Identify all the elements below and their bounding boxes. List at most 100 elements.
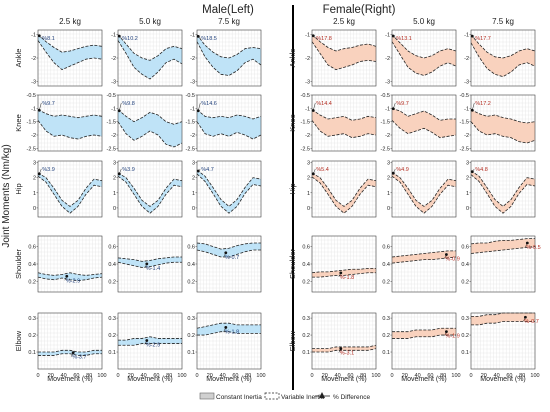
band-lower-line: [311, 176, 377, 214]
inertia-band: [471, 238, 535, 254]
legend: Constant Inertia Variable Inertia % Diff…: [199, 392, 370, 401]
panel: -1 -2 -3 Ankle %17.8: [288, 29, 377, 87]
difference-marker: [37, 108, 41, 112]
inertia-band: [312, 268, 376, 278]
difference-annotation: %14.6: [201, 101, 217, 107]
y-tick-label: -2: [464, 56, 469, 62]
difference-marker: [311, 172, 315, 176]
x-tick-label: 60: [232, 373, 238, 379]
difference-marker: [445, 253, 448, 256]
y-tick-label: -0.5: [107, 93, 116, 99]
row-label: Knee: [14, 114, 23, 132]
panel: -0.5 -1 -1.5 -2 -2.5 %17.2: [460, 93, 536, 152]
inertia-band: [392, 328, 456, 339]
y-tick-label: 2: [387, 176, 390, 182]
x-tick-label: 60: [347, 373, 353, 379]
y-tick-label: 0.4: [28, 262, 36, 268]
y-tick-label: 2: [113, 176, 116, 182]
band-lower-line: [117, 40, 183, 80]
panel-frame: [37, 160, 103, 218]
y-tick-label: -2.5: [107, 146, 116, 152]
inertia-band: [471, 170, 535, 214]
x-tick-label: 0: [36, 373, 39, 379]
panel: 0.3 0.2 0.1 0 20 40 60 80 100 %-0.7: [461, 312, 540, 379]
y-tick-label: 0.4: [108, 262, 116, 268]
x-tick-label: 20: [128, 373, 134, 379]
y-tick-label: -1.5: [381, 120, 390, 126]
difference-annotation: %3.9: [42, 167, 55, 173]
y-tick-label: -2.5: [27, 146, 36, 152]
y-tick-label: -0.5: [381, 93, 390, 99]
difference-annotation: %-3.7: [72, 355, 86, 361]
band-lower-line: [391, 41, 457, 76]
band-upper-line: [196, 322, 261, 329]
difference-annotation: %10.2: [122, 36, 138, 42]
panel-grid: -1-2-3Ankle%8.1-1-2-3%10.2-1-2-3%18.5-1-…: [14, 29, 541, 379]
panel-frame: [470, 160, 536, 218]
difference-marker: [391, 34, 395, 38]
band-upper-line: [37, 172, 103, 207]
row-label: Shoulder: [288, 248, 297, 279]
y-tick-label: -3: [464, 79, 469, 85]
x-tick-label: 80: [245, 373, 251, 379]
inertia-band: [197, 323, 261, 336]
panel: 3 2 1 0 %4.7: [192, 161, 262, 218]
y-tick-label: 0.6: [461, 245, 469, 251]
difference-annotation: %8.1: [42, 36, 55, 42]
legend-swatch-constant: [199, 392, 215, 400]
band-lower-line: [312, 272, 376, 278]
x-tick-label: 60: [427, 373, 433, 379]
panel: -0.5 -1 -1.5 -2 -2.5 %9.8: [107, 93, 183, 152]
x-tick-label: 80: [360, 373, 366, 379]
x-tick-label: 20: [48, 373, 54, 379]
y-tick-label: 0.3: [382, 316, 390, 322]
panel-frame: [311, 160, 377, 218]
y-tick-label: 0.2: [108, 333, 116, 339]
panel-frame: [391, 160, 457, 218]
panel-frame: [117, 160, 183, 218]
y-tick-label: -2.5: [186, 146, 195, 152]
band-lower-line: [391, 256, 457, 264]
y-tick-label: 2: [192, 176, 195, 182]
column-title: 2.5 kg: [333, 17, 355, 26]
difference-marker: [391, 107, 395, 111]
y-axis-label: Joint Moments (Nm/kg): [1, 144, 12, 247]
y-tick-label: 0.3: [187, 316, 195, 322]
panel-frame: [311, 312, 377, 370]
y-tick-label: 0.6: [108, 245, 116, 251]
x-tick-label: 60: [506, 373, 512, 379]
y-tick-label: -1.5: [27, 120, 36, 126]
x-tick-label: 20: [207, 373, 213, 379]
band-upper-line: [196, 242, 261, 250]
band-lower-line: [196, 173, 262, 214]
inertia-band: [118, 34, 182, 79]
band-upper-line: [118, 336, 182, 341]
difference-annotation: %5.4: [316, 167, 329, 173]
panel: 0.3 0.2 0.1 0 20 40 60 80 100 Elbow %-3.1: [288, 312, 381, 379]
x-tick-label: 40: [220, 373, 226, 379]
band-lower-line: [392, 334, 456, 339]
y-tick-label: -1.5: [301, 120, 310, 126]
band-upper-line: [470, 170, 536, 207]
panel-frame: [391, 312, 457, 370]
y-tick-label: 0.1: [302, 350, 310, 356]
inertia-band: [38, 34, 102, 70]
x-tick-label: 0: [195, 373, 198, 379]
band-lower-line: [391, 120, 457, 139]
difference-marker: [525, 241, 529, 245]
y-tick-label: 0: [192, 206, 195, 212]
panel: 0.3 0.2 0.1 0 20 40 60 80 100 Elbow %-3.7: [14, 312, 107, 379]
y-tick-label: 2: [466, 176, 469, 182]
difference-annotation: %-3.1: [340, 351, 354, 357]
y-tick-label: 1: [466, 191, 469, 197]
band-upper-line: [38, 349, 102, 353]
difference-marker: [65, 274, 69, 278]
y-tick-label: 0.2: [461, 280, 469, 286]
inertia-band: [38, 272, 102, 281]
panel: -1 -2 -3 Ankle %8.1: [14, 29, 103, 87]
column-title: 7.5 kg: [492, 17, 514, 26]
band-upper-line: [37, 272, 103, 276]
y-tick-label: 0.1: [382, 350, 390, 356]
y-tick-label: -1: [464, 106, 469, 112]
